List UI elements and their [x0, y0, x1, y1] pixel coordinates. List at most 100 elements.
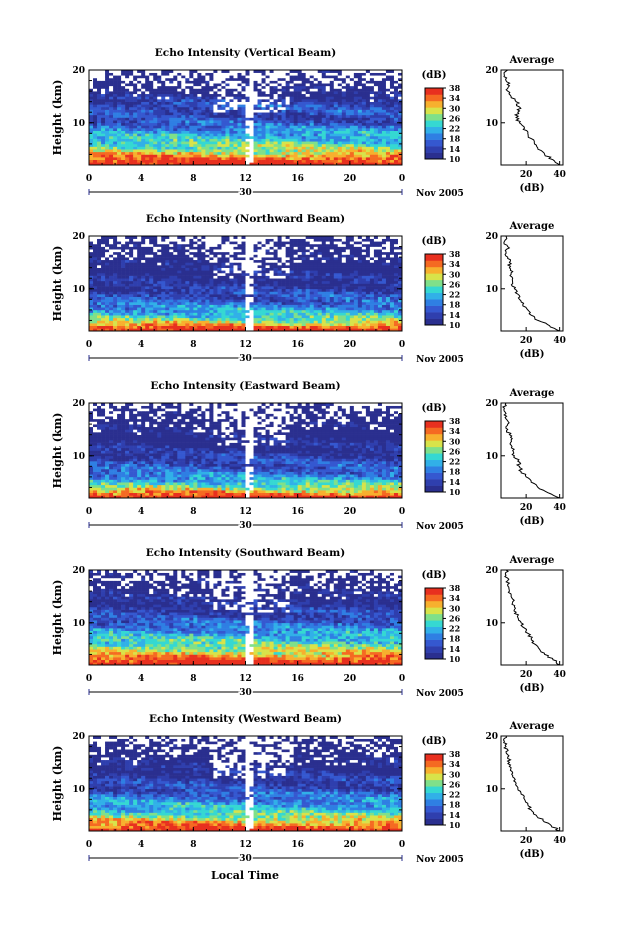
heatmap-cell: [209, 130, 214, 134]
heatmap-cell: [153, 307, 158, 311]
heatmap-cell: [109, 117, 114, 121]
heatmap-cell: [257, 77, 262, 81]
heatmap-cell: [101, 77, 106, 81]
heatmap-cell: [333, 117, 339, 121]
heatmap-cell: [97, 143, 102, 147]
heatmap-cell: [97, 296, 102, 300]
heatmap-cell: [269, 288, 274, 292]
heatmap-cell: [213, 265, 218, 268]
heatmap-cell: [253, 307, 258, 311]
heatmap-cell: [197, 117, 202, 121]
heatmap-cell: [137, 80, 142, 84]
heatmap-cell: [109, 288, 114, 292]
heatmap-cell: [325, 143, 331, 147]
heatmap-cell: [389, 283, 395, 287]
heatmap-cell: [189, 317, 194, 321]
heatmap-cell: [269, 80, 274, 84]
heatmap-cell: [213, 112, 218, 116]
heatmap-cell: [301, 120, 306, 124]
heatmap-cell: [97, 307, 102, 311]
heatmap-cell: [393, 117, 399, 121]
heatmap-cell: [397, 299, 403, 303]
heatmap-cell: [109, 83, 114, 87]
heatmap-cell: [249, 106, 254, 110]
heatmap-cell: [205, 315, 210, 319]
heatmap-cell: [349, 157, 355, 161]
heatmap-cell: [257, 312, 262, 316]
heatmap-cell: [153, 135, 158, 139]
heatmap-cell: [133, 96, 138, 100]
heatmap-cell: [165, 312, 170, 316]
heatmap-cell: [105, 162, 110, 166]
heatmap-cell: [241, 154, 246, 158]
heatmap-cell: [181, 93, 186, 97]
heatmap-cell: [133, 80, 138, 84]
heatmap-cell: [373, 299, 379, 303]
heatmap-cell: [153, 120, 158, 124]
heatmap-cell: [285, 143, 290, 147]
heatmap-cell: [377, 159, 383, 163]
heatmap-cell: [117, 296, 122, 300]
heatmap-cell: [157, 275, 162, 279]
heatmap-cell: [245, 120, 250, 124]
heatmap-cell: [237, 267, 242, 271]
heatmap-cell: [385, 296, 391, 300]
heatmap-cell: [249, 88, 254, 92]
heatmap-cell: [349, 151, 355, 155]
heatmap-cell: [353, 328, 359, 332]
heatmap-cell: [397, 157, 403, 161]
heatmap-cell: [245, 315, 250, 319]
heatmap-cell: [293, 270, 298, 274]
heatmap-cell: [97, 265, 102, 268]
heatmap-cell: [293, 265, 298, 268]
heatmap-cell: [277, 141, 282, 145]
heatmap-cell: [181, 125, 186, 129]
heatmap-cell: [205, 304, 210, 308]
heatmap-cell: [97, 304, 102, 308]
heatmap-cell: [281, 157, 286, 161]
heatmap-cell: [93, 85, 98, 89]
heatmap-cell: [353, 128, 359, 131]
heatmap-cell: [353, 138, 359, 142]
heatmap-cell: [349, 130, 355, 134]
heatmap-cell: [113, 267, 118, 271]
heatmap-cell: [301, 278, 306, 282]
heatmap-cell: [273, 106, 278, 110]
heatmap-cell: [165, 128, 170, 131]
heatmap-cell: [325, 151, 331, 155]
heatmap-cell: [109, 307, 114, 311]
heatmap-cell: [197, 88, 202, 92]
heatmap-cell: [281, 317, 286, 321]
heatmap-cell: [249, 143, 254, 147]
heatmap-cell: [113, 149, 118, 153]
heatmap-cell: [249, 149, 254, 153]
heatmap-cell: [349, 325, 355, 329]
heatmap-cell: [153, 143, 158, 147]
heatmap-cell: [173, 157, 178, 161]
heatmap-cell: [341, 146, 347, 150]
heatmap-cell: [281, 101, 286, 105]
heatmap-cell: [305, 278, 310, 282]
heatmap-cell: [269, 85, 274, 89]
heatmap-cell: [213, 91, 218, 95]
heatmap-cell: [209, 157, 214, 161]
heatmap-cell: [385, 85, 391, 89]
heatmap-cell: [89, 288, 94, 292]
heatmap-cell: [381, 77, 387, 81]
heatmap-cell: [237, 317, 242, 321]
heatmap-cell: [209, 317, 214, 321]
heatmap-cell: [397, 122, 403, 126]
heatmap-cell: [301, 309, 306, 313]
heatmap-cell: [369, 291, 375, 295]
heatmap-cell: [301, 109, 306, 113]
heatmap-cell: [113, 80, 118, 84]
heatmap-cell: [305, 75, 310, 79]
heatmap-cell: [325, 112, 331, 116]
heatmap-cell: [257, 109, 262, 113]
heatmap-cell: [153, 104, 158, 108]
heatmap-cell: [337, 106, 343, 110]
heatmap-cell: [129, 315, 134, 319]
heatmap-cell: [309, 104, 315, 108]
heatmap-cell: [377, 312, 383, 316]
heatmap-cell: [237, 99, 242, 102]
